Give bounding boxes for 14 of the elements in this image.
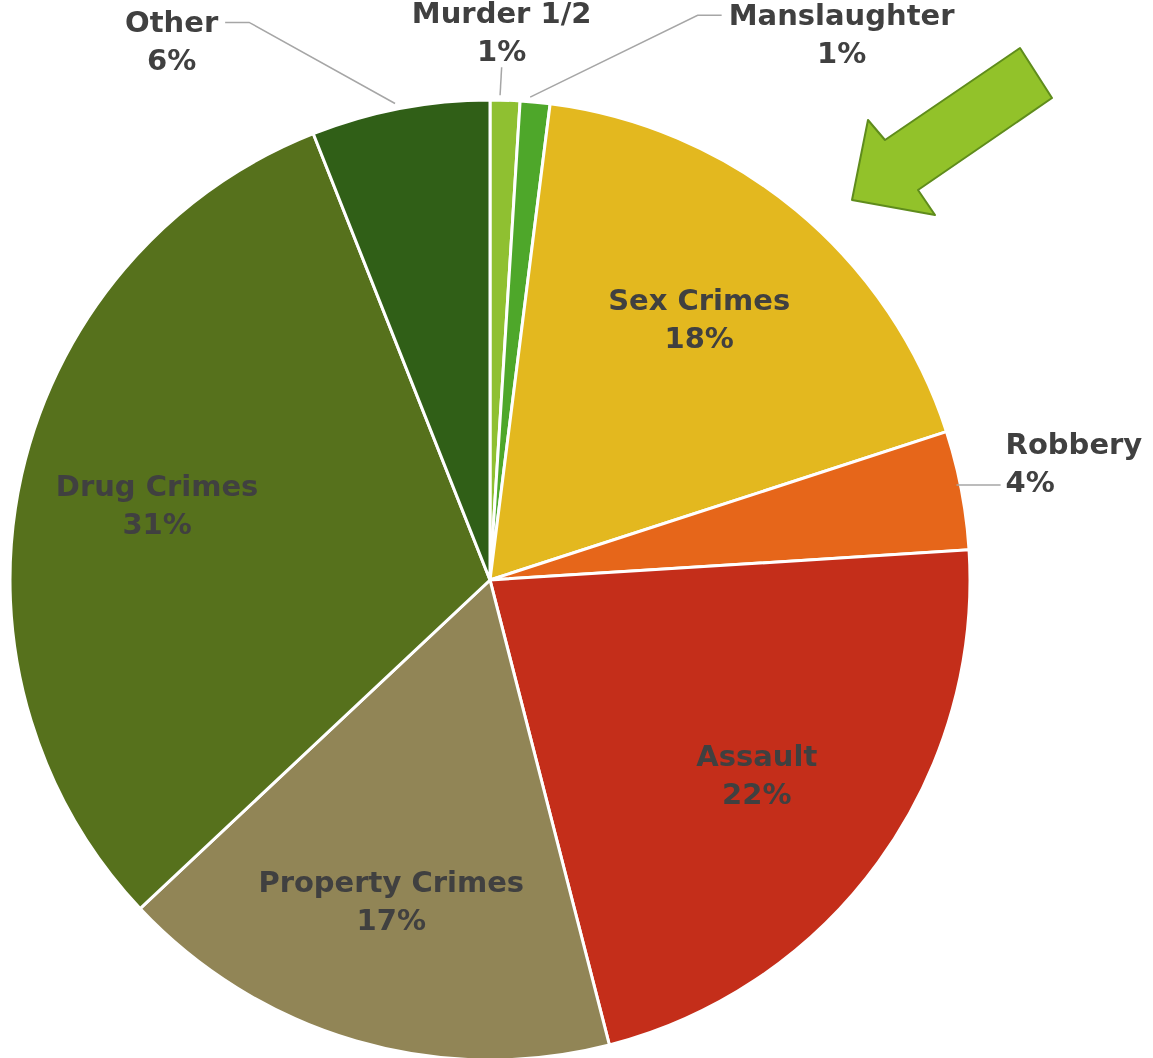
slice-label: Other: [125, 5, 219, 40]
slice-label: Murder 1/2: [411, 0, 592, 31]
data-label: 18%: [664, 321, 734, 356]
slice-label: Property Crimes: [258, 864, 525, 899]
data-label: 17%: [356, 902, 426, 937]
data-label: 6%: [147, 43, 197, 78]
data-label: 4%: [1005, 464, 1055, 499]
slice-label: Robbery: [1005, 426, 1143, 461]
data-label: 1%: [477, 34, 527, 69]
slice-label: Assault: [696, 739, 818, 774]
slice-label: Manslaughter: [728, 0, 956, 33]
data-label: 1%: [817, 36, 867, 71]
data-label: 22%: [722, 777, 792, 812]
slice-label: Sex Crimes: [608, 283, 791, 318]
